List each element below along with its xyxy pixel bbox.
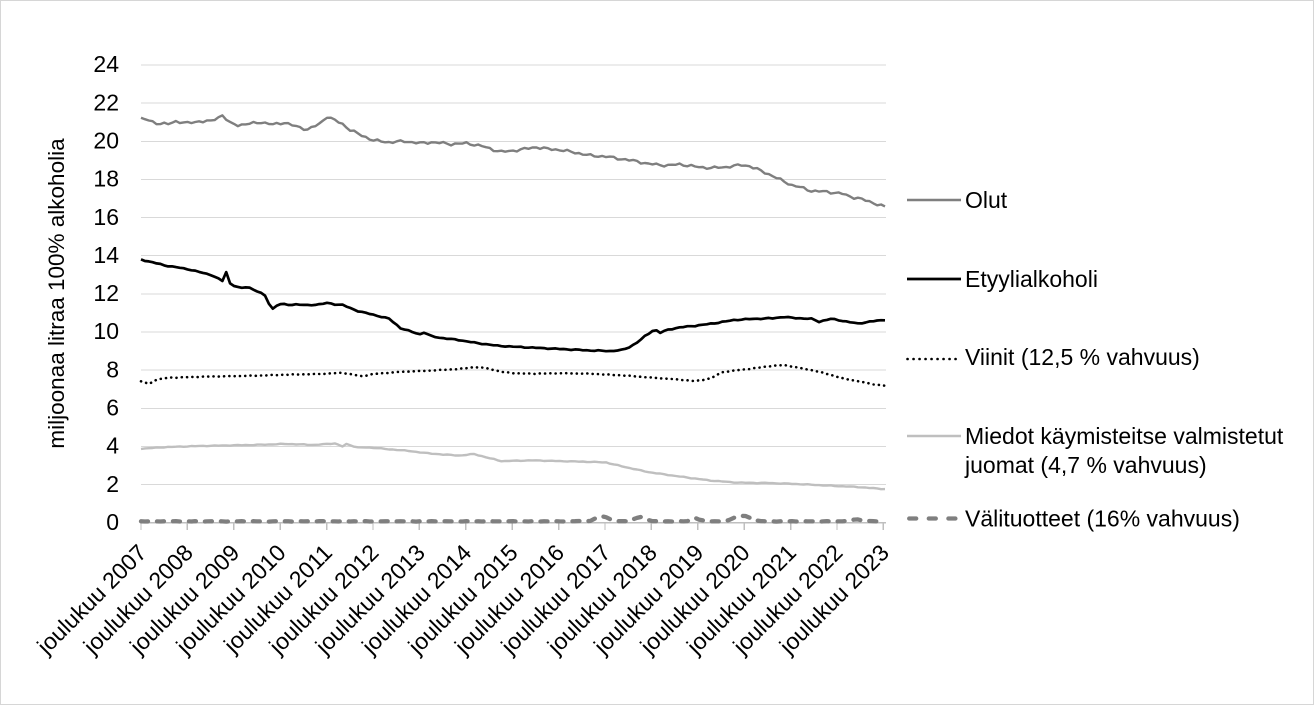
- svg-text:Välituotteet (16% vahvuus): Välituotteet (16% vahvuus): [965, 505, 1240, 531]
- svg-text:20: 20: [93, 128, 119, 154]
- svg-text:0: 0: [106, 509, 119, 535]
- svg-text:16: 16: [93, 204, 119, 230]
- svg-text:8: 8: [106, 356, 119, 382]
- svg-text:10: 10: [93, 318, 119, 344]
- svg-text:juomat (4,7 % vahvuus): juomat (4,7 % vahvuus): [964, 452, 1207, 478]
- svg-text:24: 24: [93, 51, 119, 77]
- svg-text:Etyylialkoholi: Etyylialkoholi: [965, 266, 1098, 292]
- svg-text:miljoonaa litraa 100% alkoholi: miljoonaa litraa 100% alkoholia: [44, 138, 69, 449]
- svg-text:12: 12: [93, 280, 119, 306]
- svg-text:18: 18: [93, 166, 119, 192]
- svg-text:2: 2: [106, 471, 119, 497]
- svg-text:4: 4: [106, 433, 119, 459]
- svg-text:Olut: Olut: [965, 187, 1008, 213]
- svg-text:22: 22: [93, 89, 119, 115]
- svg-text:14: 14: [93, 242, 119, 268]
- svg-text:6: 6: [106, 395, 119, 421]
- svg-text:Viinit (12,5 % vahvuus): Viinit (12,5 % vahvuus): [965, 344, 1200, 370]
- svg-text:Miedot käymisteitse valmistetu: Miedot käymisteitse valmistetut: [965, 423, 1284, 449]
